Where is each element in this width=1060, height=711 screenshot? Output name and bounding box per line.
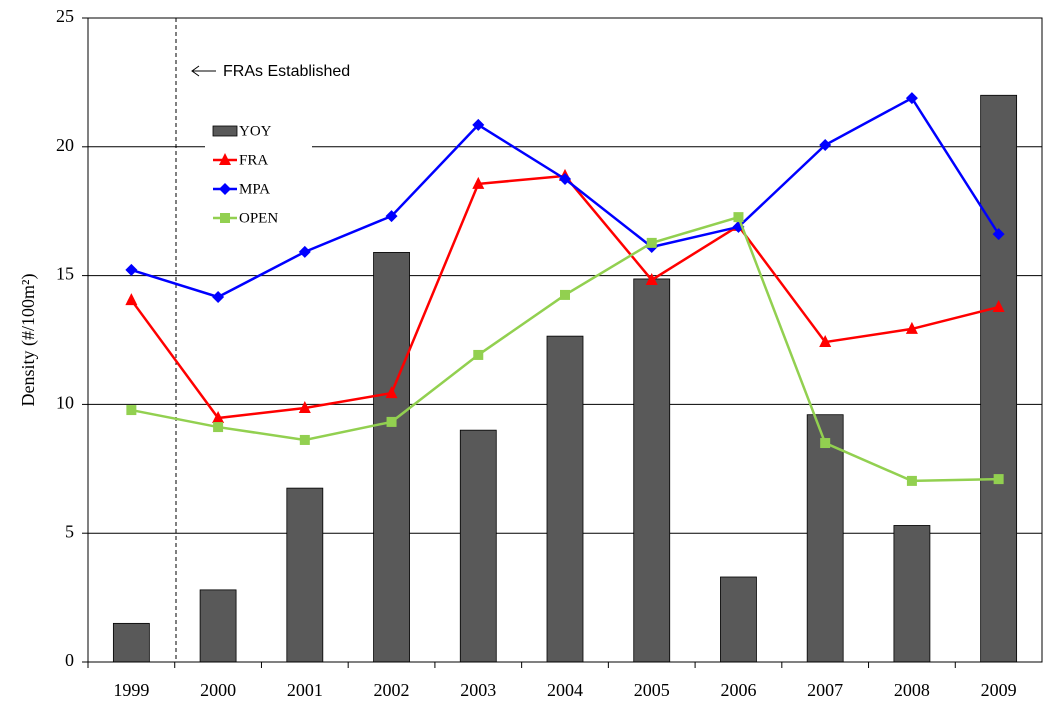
- annotation-arrow-head: [191, 65, 200, 77]
- bar: [373, 252, 410, 663]
- bar: [112, 622, 150, 663]
- marker: [992, 300, 1005, 313]
- marker: [299, 434, 310, 445]
- marker: [472, 118, 485, 131]
- bar: [546, 335, 584, 663]
- legend-marker: [219, 183, 231, 195]
- marker: [126, 405, 137, 416]
- bar: [806, 414, 844, 663]
- marker: [385, 386, 398, 399]
- legend-swatch: [212, 125, 238, 137]
- x-tick-label: 1999: [113, 680, 149, 700]
- marker: [298, 401, 311, 414]
- x-tick-label: 2009: [981, 680, 1017, 700]
- marker: [125, 263, 138, 276]
- x-tick-label: 2001: [287, 680, 323, 700]
- y-axis-label: Density (#/100m²): [18, 274, 39, 407]
- legend-items: YOY FRA MPA OPEN: [212, 123, 278, 226]
- marker: [298, 245, 311, 258]
- marker: [125, 293, 138, 306]
- bar: [980, 94, 1018, 663]
- marker: [213, 422, 224, 433]
- legend-label: FRA: [239, 152, 268, 168]
- y-tick-label: 10: [56, 393, 74, 413]
- legend-label: MPA: [239, 181, 270, 197]
- x-tick-label: 2005: [634, 680, 670, 700]
- marker: [559, 173, 571, 185]
- marker: [820, 438, 831, 449]
- marker: [645, 272, 658, 285]
- marker: [385, 210, 398, 223]
- x-tick-label: 2003: [460, 680, 496, 700]
- y-tick-label: 20: [56, 135, 74, 155]
- marker: [733, 212, 744, 223]
- marker: [560, 289, 570, 300]
- marker: [212, 411, 225, 424]
- x-tick-label: 2002: [374, 680, 410, 700]
- marker: [212, 290, 225, 303]
- marker: [992, 228, 1005, 241]
- marker: [646, 237, 657, 248]
- marker: [905, 321, 918, 334]
- legend-marker: [220, 213, 230, 223]
- legend-marker: [219, 153, 231, 165]
- x-tick-label: 2000: [200, 680, 236, 700]
- marker: [819, 335, 832, 348]
- y-tick-label: 0: [65, 650, 74, 670]
- plot-frame: [87, 17, 1043, 663]
- x-tick-label: 2006: [720, 680, 756, 700]
- marker: [472, 176, 485, 189]
- legend-label: OPEN: [239, 210, 278, 226]
- y-tick-label: 5: [65, 521, 74, 541]
- marker: [386, 416, 397, 427]
- y-tick-label: 25: [56, 6, 74, 26]
- bar: [720, 576, 757, 663]
- bar: [893, 525, 931, 663]
- marker: [819, 138, 832, 151]
- y-tick-label: 15: [56, 264, 74, 284]
- marker: [993, 474, 1004, 485]
- bar: [199, 589, 237, 663]
- bar: [459, 429, 497, 663]
- marker: [906, 475, 917, 486]
- marker: [473, 349, 484, 360]
- bar: [633, 278, 671, 663]
- x-tick-label: 2004: [547, 680, 583, 700]
- x-tick-label: 2008: [894, 680, 930, 700]
- legend-label: YOY: [239, 123, 272, 139]
- bar: [286, 487, 324, 663]
- x-tick-label: 2007: [807, 680, 843, 700]
- annotation: FRAs Established: [223, 63, 350, 80]
- marker: [905, 92, 918, 105]
- plot-area: [88, 17, 1042, 663]
